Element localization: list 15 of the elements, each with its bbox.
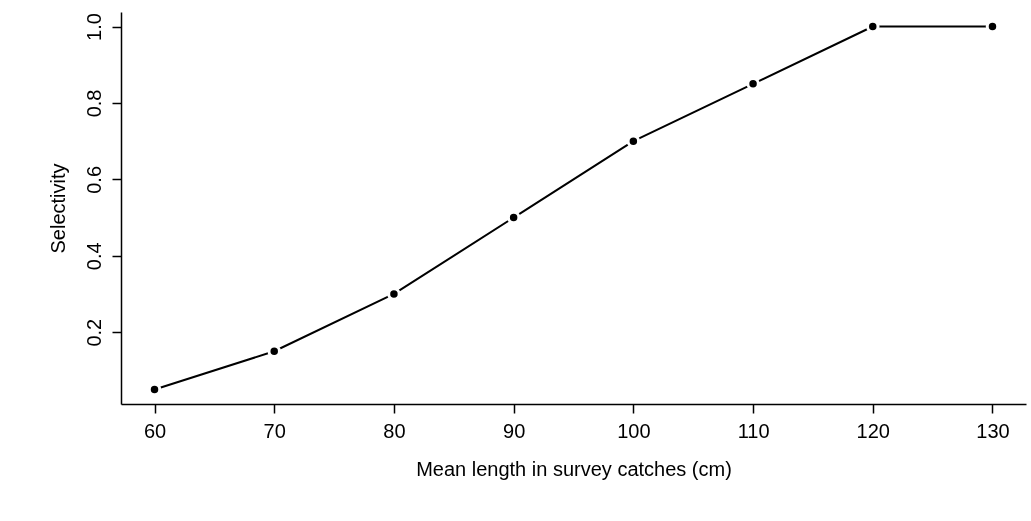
y-tick-label: 0.2 [82, 318, 105, 347]
y-axis-title: Selectivity [46, 163, 69, 254]
x-tick-label: 60 [143, 419, 167, 442]
x-tick-label: 110 [737, 419, 770, 442]
y-tick-label: 0.8 [82, 89, 105, 118]
x-tick-label: 100 [617, 419, 651, 442]
x-tick-label: 80 [383, 419, 406, 442]
x-tick-label: 130 [976, 419, 1010, 442]
x-tick-label: 120 [856, 419, 890, 442]
x-axis-title: Mean length in survey catches (cm) [416, 457, 732, 480]
y-tick-label: 1.0 [82, 13, 105, 41]
y-tick-label: 0.6 [82, 165, 105, 194]
x-tick-label: 90 [503, 419, 526, 442]
y-tick-label: 0.4 [82, 242, 105, 271]
x-tick-label: 70 [263, 419, 286, 442]
